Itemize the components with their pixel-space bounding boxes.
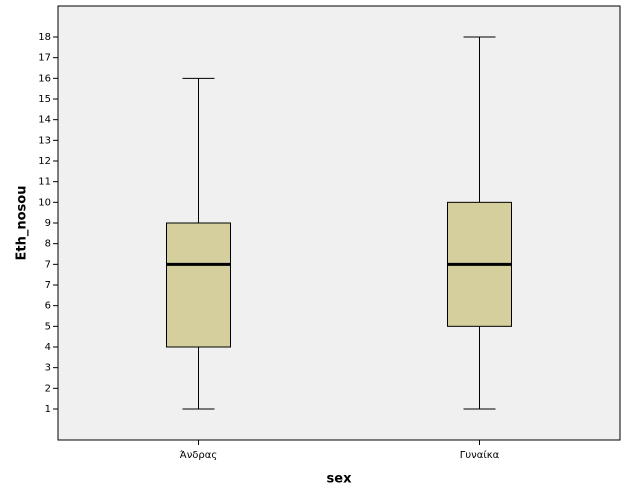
x-axis-label: sex (327, 472, 353, 487)
y-tick-label: 2 (45, 383, 51, 394)
y-tick-label: 15 (38, 94, 51, 105)
y-tick-label: 9 (45, 218, 51, 229)
y-tick-label: 11 (38, 177, 51, 188)
y-tick-label: 7 (45, 280, 51, 291)
y-tick-label: 7 (45, 259, 51, 270)
y-tick-label: 14 (38, 115, 51, 126)
y-tick-label: 5 (45, 321, 51, 332)
y-tick-label: 13 (38, 135, 51, 146)
y-tick-label: 8 (45, 239, 51, 250)
y-tick-label: 1 (45, 404, 51, 415)
y-tick-label: 16 (38, 73, 51, 84)
y-tick-label: 18 (38, 32, 51, 43)
x-tick-label: Άνδρας (180, 449, 217, 461)
y-tick-label: 6 (45, 301, 51, 312)
y-axis-label: Eth_nosou (15, 186, 30, 261)
y-tick-label: 3 (45, 363, 51, 374)
plot-area (57, 5, 621, 441)
y-tick-label: 17 (38, 53, 51, 64)
y-tick-label: 12 (38, 156, 51, 167)
x-tick-label: Γυναίκα (460, 449, 500, 461)
y-tick-label: 4 (45, 342, 51, 353)
y-tick-label: 10 (38, 197, 51, 208)
box (166, 222, 231, 348)
